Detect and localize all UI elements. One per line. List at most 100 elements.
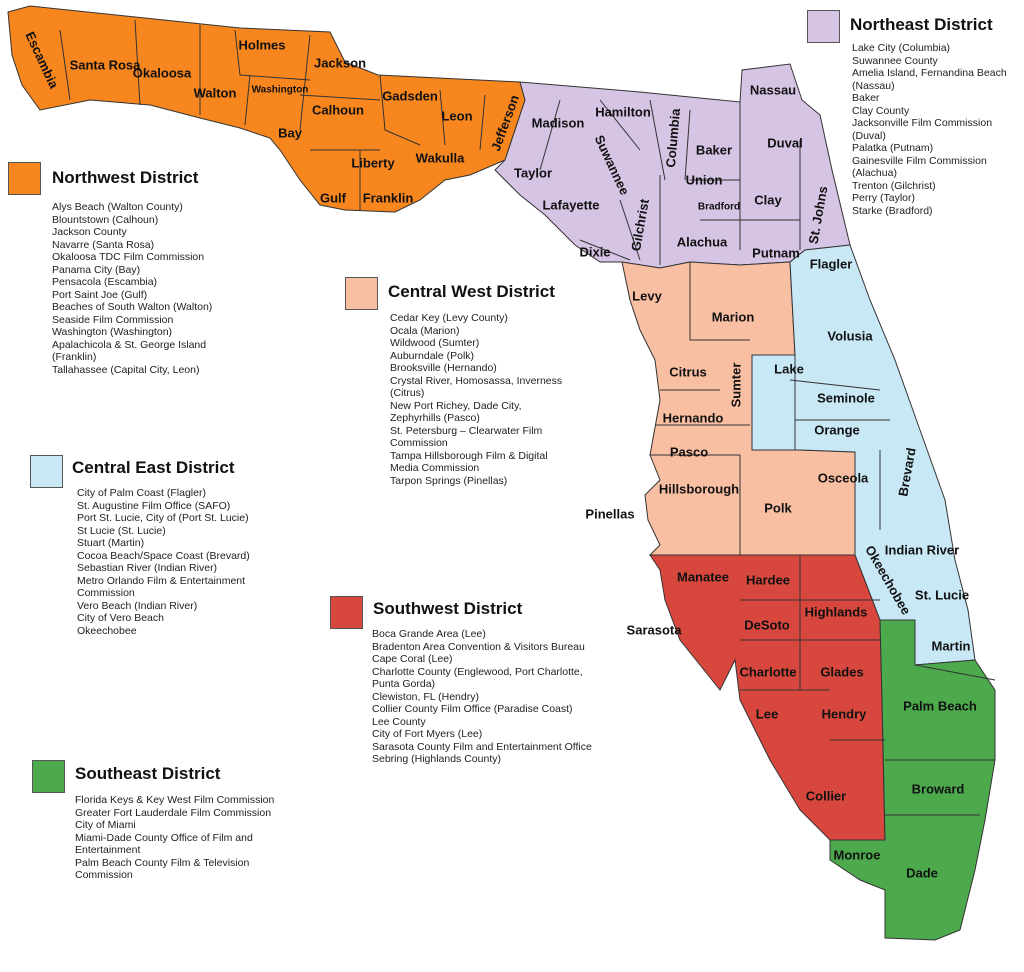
film-office-item: Miami-Dade County Office of Film and Ent… — [75, 831, 253, 857]
film-office-item: Amelia Island, Fernandina Beach (Nassau) — [852, 67, 1007, 92]
county-label-osceola: Osceola — [817, 470, 869, 486]
film-office-item: Cape Coral (Lee) — [372, 653, 453, 665]
film-office-item: Tallahassee (Capital City, Leon) — [52, 363, 200, 376]
county-label-lake: Lake — [774, 361, 804, 377]
central-east-film-office-list: City of Palm Coast (Flagler) St. Augustin… — [77, 487, 262, 637]
county-label-gadsden: Gadsden — [382, 88, 438, 104]
county-label-levy: Levy — [632, 288, 662, 304]
county-label-alachua: Alachua — [676, 234, 728, 250]
film-office-item: Clewiston, FL (Hendry) — [372, 690, 479, 703]
county-label-indian-river: Indian River — [884, 542, 960, 558]
county-label-palm-beach: Palm Beach — [903, 698, 977, 714]
film-office-item: Wildwood (Sumter) — [390, 337, 480, 349]
film-office-item: Apalachicola & St. George Island (Frankl… — [52, 338, 207, 364]
county-label-manatee: Manatee — [676, 569, 730, 585]
southwest-film-office-list: Boca Grande Area (Lee) Bradenton Area Con… — [372, 628, 607, 766]
film-office-item: Washington (Washington) — [52, 326, 173, 338]
southeast-film-office-list: Florida Keys & Key West Film Commission G… — [75, 794, 275, 882]
county-label-martin: Martin — [931, 638, 971, 654]
film-office-item: New Port Richey, Dade City, Zephyrhills … — [390, 399, 522, 425]
county-label-baker: Baker — [695, 142, 733, 158]
film-office-item: Port St. Lucie, City of (Port St. Lucie) — [77, 512, 249, 524]
county-label-citrus: Citrus — [669, 364, 707, 380]
film-office-item: City of Vero Beach — [77, 612, 164, 624]
county-label-sumter: Sumter — [728, 362, 744, 408]
county-label-hamilton: Hamilton — [595, 104, 651, 120]
film-office-item: Sarasota County Film and Entertainment O… — [372, 740, 592, 753]
film-office-item: Sebastian River (Indian River) — [77, 562, 218, 574]
film-office-item: St. Petersburg – Clearwater Film Commiss… — [390, 424, 543, 450]
film-office-item: St Lucie (St. Lucie) — [77, 524, 166, 537]
county-label-charlotte: Charlotte — [739, 664, 797, 680]
film-office-item: Port Saint Joe (Gulf) — [52, 288, 148, 301]
film-office-item: Metro Orlando Film & Entertainment Commi… — [77, 574, 246, 600]
county-label-pinellas: Pinellas — [585, 506, 635, 522]
county-label-gulf: Gulf — [320, 190, 346, 206]
county-label-madison: Madison — [531, 115, 585, 131]
film-office-item: Suwannee County — [852, 54, 938, 67]
county-label-hendry: Hendry — [821, 706, 867, 722]
county-label-franklin: Franklin — [362, 190, 414, 206]
county-label-hardee: Hardee — [745, 572, 791, 588]
county-label-lafayette: Lafayette — [542, 197, 600, 213]
southwest-district-title: Southwest District — [373, 599, 523, 618]
county-label-orange: Orange — [814, 422, 860, 438]
county-label-liberty: Liberty — [351, 155, 395, 171]
county-label-marion: Marion — [711, 309, 755, 325]
film-office-item: Trenton (Gilchrist) — [852, 179, 936, 192]
southeast-color-swatch — [32, 760, 65, 793]
film-office-item: Baker — [852, 92, 880, 104]
county-label-hillsborough: Hillsborough — [658, 481, 740, 497]
county-label-santa-rosa: Santa Rosa — [69, 57, 141, 73]
county-label-st-lucie: St. Lucie — [914, 587, 970, 603]
film-office-item: Cocoa Beach/Space Coast (Brevard) — [77, 549, 250, 562]
film-office-item: Perry (Taylor) — [852, 192, 916, 204]
county-label-volusia: Volusia — [827, 328, 873, 344]
county-label-okaloosa: Okaloosa — [132, 65, 192, 81]
central-west-district-title: Central West District — [388, 282, 555, 301]
film-office-item: Okaloosa TDC Film Commission — [52, 251, 205, 263]
county-label-sarasota: Sarasota — [626, 622, 682, 638]
film-office-item: Florida Keys & Key West Film Commission — [75, 794, 275, 806]
film-office-item: Auburndale (Polk) — [390, 349, 475, 362]
film-office-item: Palm Beach County Film & Television Comm… — [75, 856, 250, 882]
county-label-monroe: Monroe — [833, 847, 881, 863]
county-label-broward: Broward — [911, 781, 965, 797]
county-label-highlands: Highlands — [804, 604, 868, 620]
film-office-item: Stuart (Martin) — [77, 537, 145, 549]
film-office-item: Charlotte County (Englewood, Port Charlo… — [372, 665, 583, 691]
southwest-district-region — [649, 554, 886, 841]
film-office-item: Greater Fort Lauderdale Film Commission — [75, 806, 272, 819]
county-label-taylor: Taylor — [513, 165, 553, 181]
county-borders — [59, 19, 996, 816]
county-label-bradford: Bradford — [697, 201, 741, 213]
county-label-calhoun: Calhoun — [312, 102, 364, 118]
county-label-dixie: Dixie — [579, 244, 611, 260]
southwest-color-swatch — [330, 596, 363, 629]
county-label-washington: Washington — [251, 84, 309, 96]
film-office-item: Vero Beach (Indian River) — [77, 599, 198, 612]
county-label-jackson: Jackson — [313, 55, 367, 71]
county-label-bay: Bay — [278, 125, 302, 141]
county-label-dade: Dade — [906, 865, 938, 881]
film-office-item: Jackson County — [52, 226, 127, 238]
film-office-item: Palatka (Putnam) — [852, 142, 934, 154]
film-office-item: City of Palm Coast (Flagler) — [77, 487, 206, 499]
county-label-clay: Clay — [754, 192, 782, 208]
film-office-item: Collier County Film Office (Paradise Coa… — [372, 703, 573, 715]
county-label-putnam: Putnam — [752, 245, 800, 261]
film-office-item: Crystal River, Homosassa, Inverness (Cit… — [390, 374, 563, 400]
film-office-item: Gainesville Film Commission (Alachua) — [852, 154, 987, 180]
county-label-desoto: DeSoto — [744, 617, 790, 633]
film-office-item: Starke (Bradford) — [852, 204, 933, 217]
central-west-color-swatch — [345, 277, 378, 310]
county-label-pasco: Pasco — [669, 444, 709, 460]
county-label-collier: Collier — [805, 788, 847, 804]
northwest-film-office-list: Alys Beach (Walton County) Blountstown (C… — [52, 201, 227, 376]
northeast-color-swatch — [807, 10, 840, 43]
film-office-item: Bradenton Area Convention & Visitors Bur… — [372, 640, 585, 653]
northwest-color-swatch — [8, 162, 41, 195]
southeast-district-title: Southeast District — [75, 764, 221, 783]
film-office-item: Lee County — [372, 715, 426, 728]
